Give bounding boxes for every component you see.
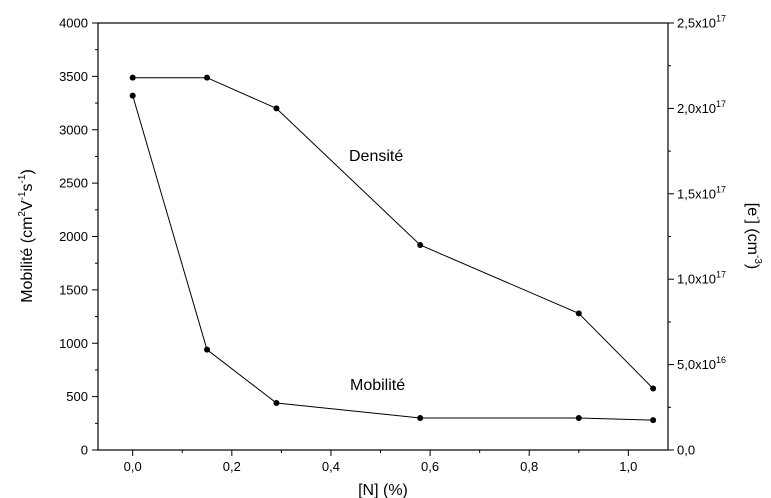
left-axis-ticks: 0 500 1000 1500 2000 2500 3000 3500 4000 — [59, 16, 98, 458]
right-axis-title: [e-] (cm-3) — [744, 203, 763, 269]
data-point-mobilite — [417, 414, 424, 421]
left-y-tick-label: 1000 — [59, 336, 88, 351]
series-line-densite — [132, 77, 654, 389]
data-point-mobilite — [650, 417, 657, 424]
right-y-tick-label: 2,0x1017 — [677, 99, 726, 116]
data-point-mobilite — [273, 400, 280, 407]
x-tick-label: 0,0 — [124, 459, 142, 474]
left-axis-title: Mobilité (cm2V-1s-1) — [17, 169, 36, 303]
x-axis-title: [N] (%) — [358, 482, 408, 498]
right-y-tick-label: 1,0x1017 — [677, 270, 726, 287]
left-y-tick-label: 3500 — [59, 69, 88, 84]
right-y-tick-label: 2,5x1017 — [677, 14, 726, 31]
data-point-mobilite — [129, 92, 136, 99]
left-y-tick-label: 0 — [81, 443, 88, 458]
data-point-densite — [129, 74, 136, 81]
right-y-tick-label: 0,0 — [677, 443, 695, 458]
data-point-densite — [273, 105, 280, 112]
series-line-mobilite — [132, 95, 654, 421]
left-y-tick-label: 2000 — [59, 229, 88, 244]
right-y-tick-label: 5,0x1016 — [677, 355, 726, 372]
left-y-tick-label: 1500 — [59, 282, 88, 297]
right-axis-ticks: 0,0 5,0x1016 1,0x1017 1,5x1017 2,0x1017 2,5x1… — [668, 14, 726, 458]
left-y-tick-label: 3000 — [59, 122, 88, 137]
series-label-mobilite: Mobilité — [350, 377, 405, 394]
x-axis-ticks: 0,0 0,2 0,4 0,6 0,8 1,0 — [124, 450, 637, 474]
series-label-densite: Densité — [349, 148, 403, 165]
data-point-mobilite — [204, 346, 211, 353]
x-tick-label: 0,8 — [520, 459, 538, 474]
data-point-mobilite — [575, 414, 582, 421]
data-point-densite — [650, 385, 657, 392]
x-tick-label: 0,2 — [223, 459, 241, 474]
data-point-densite — [204, 74, 211, 81]
data-point-densite — [575, 310, 582, 317]
x-tick-label: 1,0 — [619, 459, 637, 474]
x-tick-label: 0,6 — [421, 459, 439, 474]
left-y-tick-label: 4000 — [59, 16, 88, 31]
left-y-tick-label: 500 — [66, 389, 88, 404]
right-y-tick-label: 1,5x1017 — [677, 184, 726, 201]
data-point-densite — [417, 242, 424, 249]
x-tick-label: 0,4 — [322, 459, 340, 474]
series-group — [129, 74, 657, 424]
left-y-tick-label: 2500 — [59, 176, 88, 191]
